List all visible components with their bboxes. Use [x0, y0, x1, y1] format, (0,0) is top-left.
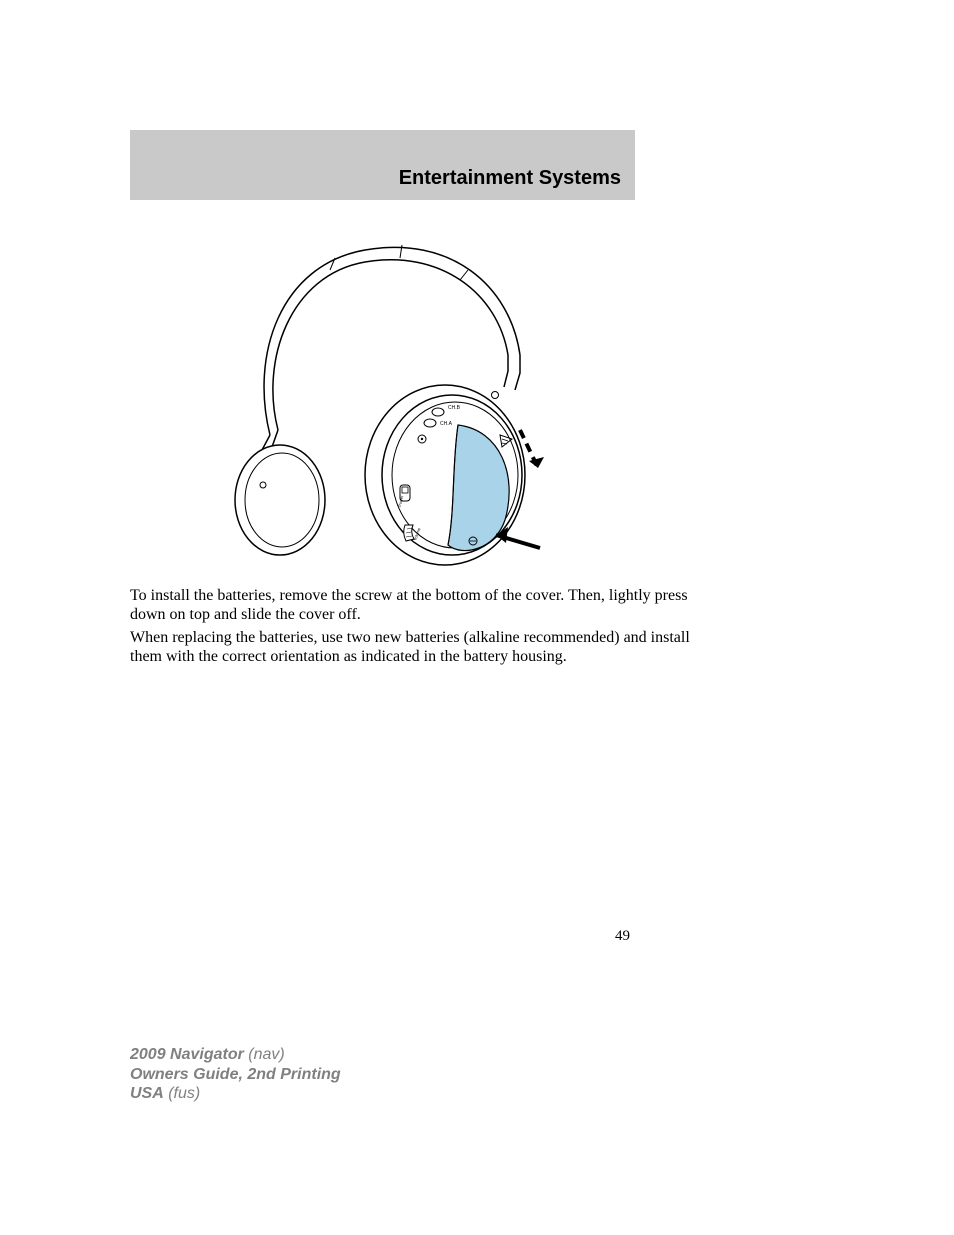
footer-region-code: (fus) [164, 1085, 200, 1102]
footer-line-3: USA (fus) [130, 1084, 341, 1103]
page-number: 49 [615, 928, 630, 945]
footer-model: 2009 Navigator [130, 1046, 244, 1063]
footer-guide: Owners Guide, 2nd Printing [130, 1066, 341, 1083]
headphones-illustration: CH.B CH.A Power Volume [200, 225, 560, 575]
footer-region: USA [130, 1085, 164, 1102]
footer-model-code: (nav) [244, 1046, 285, 1063]
paragraph-2: When replacing the batteries, use two ne… [130, 628, 700, 666]
section-title: Entertainment Systems [399, 167, 621, 190]
page-container: Entertainment Systems [0, 0, 954, 1235]
paragraph-1: To install the batteries, remove the scr… [130, 586, 700, 624]
svg-text:CH.A: CH.A [440, 421, 453, 427]
footer-block: 2009 Navigator (nav) Owners Guide, 2nd P… [130, 1045, 341, 1103]
footer-line-2: Owners Guide, 2nd Printing [130, 1065, 341, 1084]
svg-text:CH.B: CH.B [448, 405, 461, 411]
footer-line-1: 2009 Navigator (nav) [130, 1045, 341, 1064]
section-header-bar: Entertainment Systems [130, 130, 635, 200]
